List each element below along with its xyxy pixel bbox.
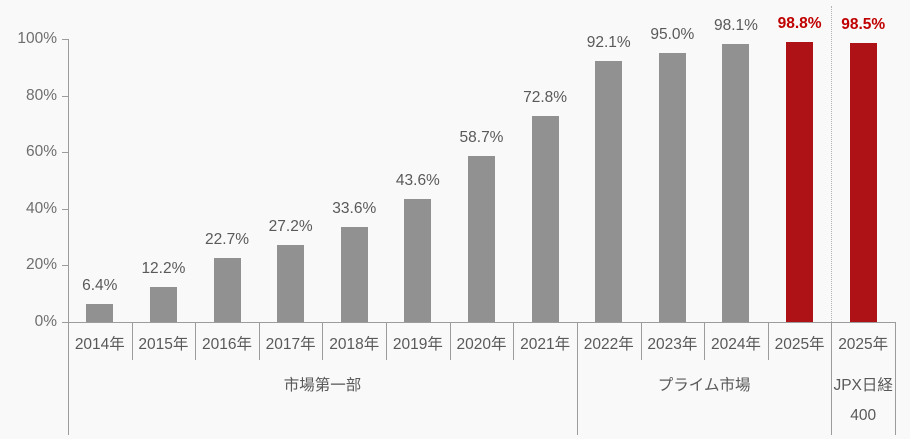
category-tick-line [513,322,515,360]
x-tick-label: 2018年 [329,336,380,353]
group-label: プライム市場 [657,377,751,394]
bar-value-label: 22.7% [205,230,249,248]
category-tick-line [386,322,388,360]
bar [658,53,686,322]
bar [468,155,495,322]
x-tick-label: 2014年 [74,336,125,353]
x-tick-label: 2019年 [392,336,443,353]
bar-value-label: 33.6% [332,199,377,217]
x-tick-label: 2016年 [202,336,253,353]
bar-value-label: 6.4% [82,276,118,294]
x-tick-label: 2023年 [647,336,698,353]
category-tick-line [131,322,133,360]
y-tick-mark [62,96,68,97]
group-boundary-line [68,322,69,435]
bar [149,287,177,322]
x-tick-label: 2025年 [838,336,889,353]
category-tick-line [322,322,324,360]
bar [213,257,241,322]
y-tick-mark [62,322,68,323]
category-tick-line [258,322,260,360]
x-tick-label: 2015年 [138,336,189,353]
group-label: JPX日経 [833,377,893,394]
bar-value-label: 43.6% [395,171,440,189]
group-boundary-line [895,322,896,435]
bar [786,42,814,322]
bar [277,245,305,322]
bar-value-label: 72.8% [523,88,568,106]
y-tick-mark [62,39,68,40]
group-boundary-line [831,322,833,435]
y-tick-label: 100% [17,30,57,47]
bar [722,44,750,322]
bar-value-label: 92.1% [586,34,631,52]
x-tick-label: 2025年 [774,336,825,353]
bar-value-label: 98.8% [777,15,822,33]
x-tick-label: 2021年 [520,336,571,353]
bar [531,115,559,322]
bar-value-label: 95.0% [650,26,695,44]
bar [849,43,877,322]
dashed-divider-line [831,6,833,322]
y-tick-label: 60% [25,143,57,161]
x-tick-label: 2017年 [265,336,316,353]
x-tick-label: 2020年 [456,336,507,353]
x-tick-label: 2022年 [583,336,634,353]
bar [595,61,623,322]
bar [404,198,432,322]
bar [86,303,114,322]
y-tick-label: 40% [25,199,57,217]
y-tick-label: 20% [25,256,57,274]
y-tick-label: 0% [34,313,57,330]
bar-value-label: 12.2% [141,260,186,278]
category-tick-line [195,322,197,360]
group-label: 400 [850,407,877,424]
category-tick-line [640,322,642,360]
y-axis-line [68,39,69,322]
group-label: 市場第一部 [283,377,362,394]
bar-value-label: 58.7% [459,128,504,146]
bar [340,226,368,322]
x-tick-label: 2024年 [710,336,761,353]
y-tick-mark [62,209,68,210]
category-tick-line [767,322,769,360]
bar-value-label: 98.1% [713,17,758,35]
y-tick-label: 80% [25,86,57,104]
bar-value-label: 98.5% [841,16,886,34]
category-tick-line [449,322,451,360]
y-tick-mark [62,152,68,153]
y-tick-mark [62,265,68,266]
group-boundary-line [576,322,578,435]
category-tick-line [704,322,706,360]
bar-value-label: 27.2% [268,218,313,236]
x-axis-line [68,322,895,323]
